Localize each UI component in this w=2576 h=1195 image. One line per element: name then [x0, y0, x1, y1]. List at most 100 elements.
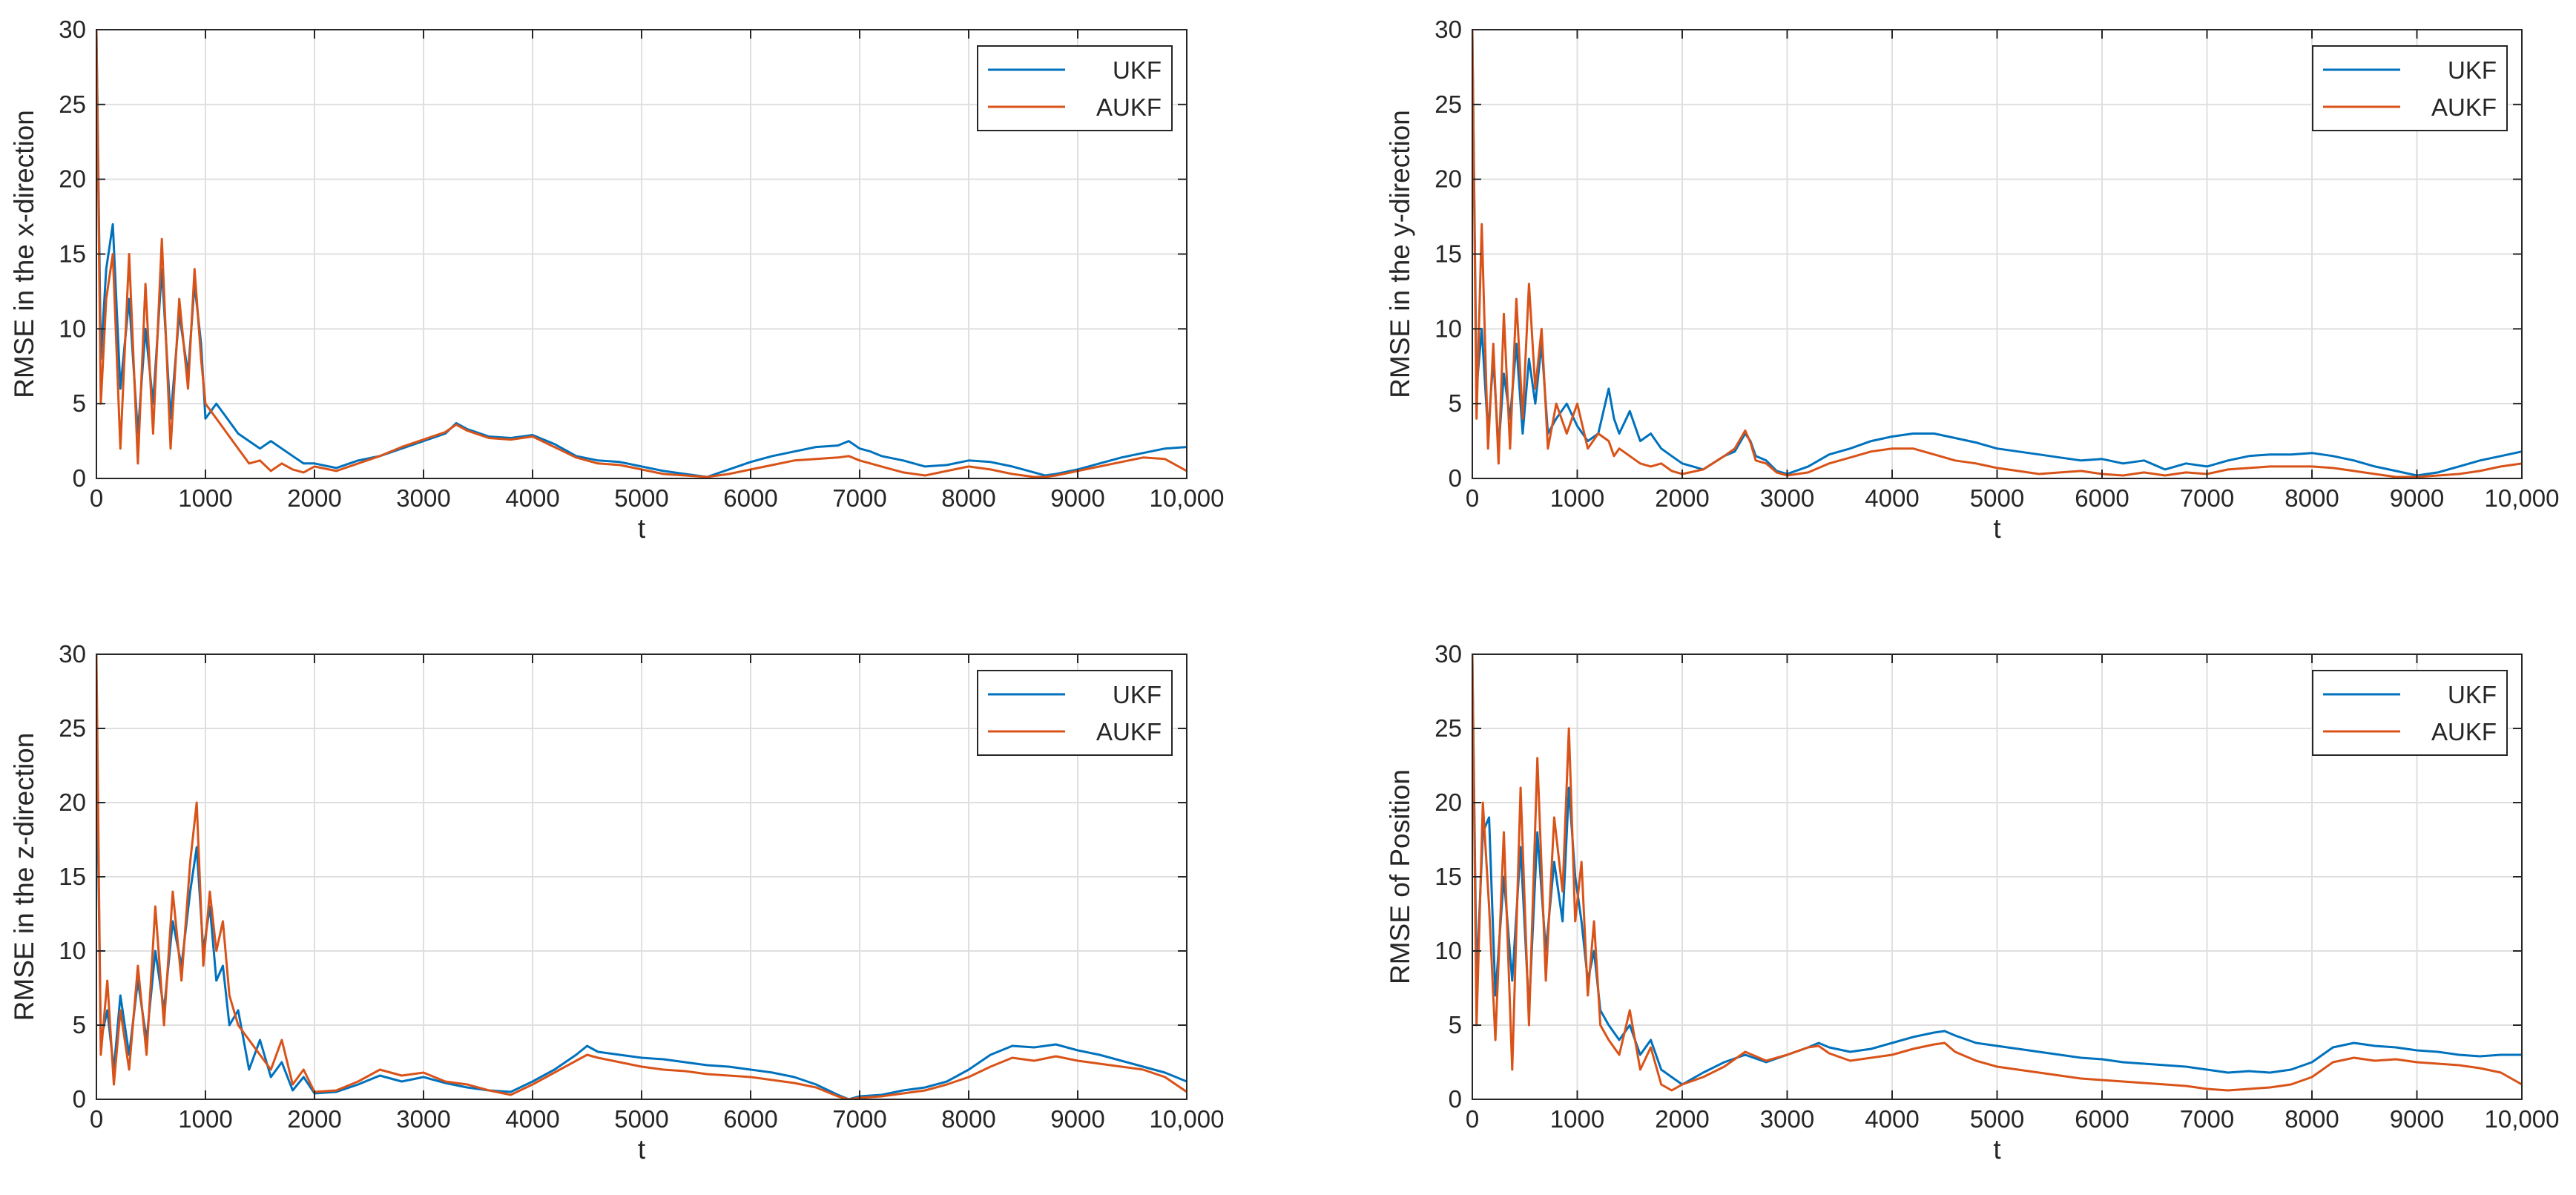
x-tick-label: 4000 [505, 484, 559, 512]
legend-box [2312, 670, 2508, 756]
chart-panel-4: 0 1000 2000 3000 4000 5000 6000 7000 8000 9000 10,… [1385, 640, 2559, 1165]
x-tick-label: 8000 [2285, 1105, 2339, 1133]
x-tick-label: 1000 [1550, 1105, 1604, 1133]
series-line-ukf [1472, 654, 2522, 1086]
legend-box [977, 670, 1173, 756]
y-tick-label: 25 [59, 714, 86, 742]
y-tick-label: 15 [1434, 863, 1462, 890]
x-axis-label: t [1993, 513, 2001, 544]
x-tick-label: 10,000 [1150, 484, 1225, 512]
y-tick-label: 25 [1434, 90, 1462, 118]
y-tick-label: 0 [1449, 1085, 1462, 1113]
x-tick-label: 9000 [2390, 484, 2444, 512]
x-tick-label: 8000 [941, 484, 995, 512]
x-tick-label: 6000 [723, 1105, 777, 1133]
y-tick-label: 20 [59, 789, 86, 816]
series-line-aukf [96, 30, 1187, 478]
legend-label-aukf: AUKF [2431, 93, 2497, 121]
y-tick-label: 15 [59, 863, 86, 890]
x-tick-label: 10,000 [2485, 1105, 2560, 1133]
chart-panel-3: 0 1000 2000 3000 4000 5000 6000 7000 8000 9000 10,… [9, 640, 1224, 1165]
x-tick-label: 5000 [614, 484, 668, 512]
legend-label-ukf: UKF [1113, 56, 1162, 84]
y-axis-label: RMSE in the y-direction [1385, 110, 1415, 398]
y-tick-label: 20 [1434, 789, 1462, 816]
x-tick-label: 5000 [614, 1105, 668, 1133]
y-tick-label: 10 [1434, 315, 1462, 342]
y-tick-label: 5 [1449, 389, 1462, 417]
x-tick-label: 7000 [2180, 484, 2234, 512]
x-tick-label: 8000 [941, 1105, 995, 1133]
series-line-ukf [1472, 30, 2522, 477]
y-tick-label: 0 [73, 1085, 86, 1113]
legend-label-ukf: UKF [2448, 681, 2497, 708]
legend-label-ukf: UKF [1113, 681, 1162, 708]
legend-label-aukf: AUKF [1096, 718, 1162, 745]
y-tick-label: 10 [59, 315, 86, 342]
y-tick-label: 20 [1434, 165, 1462, 193]
x-tick-label: 6000 [2075, 484, 2129, 512]
y-tick-label: 0 [1449, 464, 1462, 492]
legend: UKF AUKF [977, 670, 1173, 756]
y-tick-label: 5 [73, 1011, 86, 1038]
x-tick-label: 0 [90, 1105, 103, 1133]
series-line-aukf [1472, 30, 2522, 478]
x-tick-label: 5000 [1970, 484, 2024, 512]
x-tick-label: 7000 [832, 1105, 886, 1133]
x-tick-label: 5000 [1970, 1105, 2024, 1133]
x-tick-label: 1000 [1550, 484, 1604, 512]
x-tick-label: 2000 [1655, 1105, 1709, 1133]
y-tick-label: 10 [1434, 937, 1462, 964]
chart-panel-2: 0 1000 2000 3000 4000 5000 6000 7000 8000 9000 10,… [1385, 16, 2559, 544]
y-tick-label: 5 [73, 389, 86, 417]
x-tick-label: 9000 [1050, 1105, 1104, 1133]
x-axis-label: t [1993, 1134, 2001, 1165]
x-tick-label: 4000 [505, 1105, 559, 1133]
x-tick-label: 1000 [178, 484, 232, 512]
y-tick-label: 5 [1449, 1011, 1462, 1038]
x-tick-label: 7000 [832, 484, 886, 512]
y-tick-label: 15 [1434, 240, 1462, 268]
x-tick-label: 6000 [2075, 1105, 2129, 1133]
y-tick-label: 30 [59, 640, 86, 668]
x-tick-label: 6000 [723, 484, 777, 512]
legend: UKF AUKF [977, 45, 1173, 131]
legend-box [977, 45, 1173, 131]
y-tick-label: 30 [59, 16, 86, 43]
legend-label-ukf: UKF [2448, 56, 2497, 84]
x-tick-label: 9000 [1050, 484, 1104, 512]
x-tick-label: 3000 [1760, 1105, 1814, 1133]
x-tick-label: 3000 [396, 1105, 450, 1133]
series-line-aukf [1472, 654, 2522, 1092]
x-tick-label: 7000 [2180, 1105, 2234, 1133]
legend: UKF AUKF [2312, 45, 2508, 131]
y-tick-label: 10 [59, 937, 86, 964]
y-tick-label: 30 [1434, 640, 1462, 668]
chart-panel-1: 0 1000 2000 3000 4000 5000 6000 7000 8000 9000 10,… [9, 16, 1224, 544]
x-tick-label: 3000 [1760, 484, 1814, 512]
legend-label-aukf: AUKF [2431, 718, 2497, 745]
x-tick-label: 0 [1466, 1105, 1479, 1133]
y-axis-label: RMSE in the z-direction [9, 733, 39, 1021]
y-tick-label: 0 [73, 464, 86, 492]
y-tick-label: 15 [59, 240, 86, 268]
x-tick-label: 0 [1466, 484, 1479, 512]
y-tick-label: 20 [59, 165, 86, 193]
x-tick-label: 4000 [1865, 1105, 1919, 1133]
x-tick-label: 9000 [2390, 1105, 2444, 1133]
x-tick-label: 3000 [396, 484, 450, 512]
legend: UKF AUKF [2312, 670, 2508, 756]
y-axis-label: RMSE in the x-direction [9, 110, 39, 398]
x-tick-label: 2000 [1655, 484, 1709, 512]
y-tick-label: 25 [1434, 714, 1462, 742]
x-tick-label: 1000 [178, 1105, 232, 1133]
series-line-aukf [96, 654, 1187, 1099]
y-axis-label: RMSE of Position [1385, 769, 1415, 984]
x-tick-label: 0 [90, 484, 103, 512]
x-axis-label: t [638, 1134, 646, 1165]
x-axis-label: t [638, 513, 646, 544]
legend-label-aukf: AUKF [1096, 93, 1162, 121]
y-tick-label: 25 [59, 90, 86, 118]
x-tick-label: 4000 [1865, 484, 1919, 512]
